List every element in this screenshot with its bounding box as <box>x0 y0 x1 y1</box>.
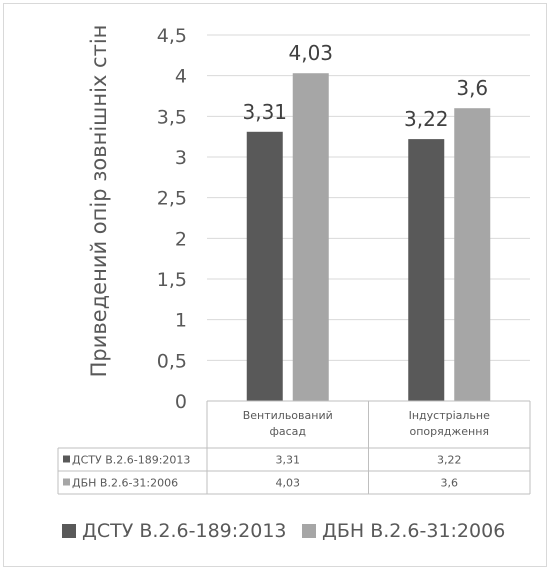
category-label: опорядження <box>409 425 489 438</box>
data-label: 3,31 <box>242 100 287 124</box>
legend-swatch <box>62 524 76 538</box>
y-tick-label: 0 <box>175 391 187 413</box>
table-legend-key <box>63 456 70 463</box>
table-legend-key <box>63 479 70 486</box>
bar <box>247 132 283 401</box>
bar <box>454 108 490 401</box>
data-label: 3,6 <box>456 76 488 100</box>
y-tick-label: 1,5 <box>157 269 187 291</box>
legend: ДСТУ В.2.6-189:2013 ДБН В.2.6-31:2006 <box>62 520 505 542</box>
category-label: фасад <box>269 425 306 438</box>
y-tick-label: 4 <box>175 66 187 88</box>
y-axis-label: Приведений опір зовнішніх стін <box>87 25 111 378</box>
y-tick-label: 1 <box>175 310 187 332</box>
y-tick-label: 3 <box>175 147 187 169</box>
y-tick-label: 2,5 <box>157 188 187 210</box>
y-tick-label: 2 <box>175 228 187 250</box>
table-cell: 4,03 <box>276 477 301 490</box>
category-label: Вентильований <box>243 409 333 422</box>
bar <box>293 73 329 401</box>
data-label: 4,03 <box>288 41 333 65</box>
table-row-label: ДБН В.2.6-31:2006 <box>72 477 178 490</box>
data-table: Вентильований фасад Індустріальне опоряджен… <box>58 401 530 494</box>
category-label: Індустріальне <box>409 409 490 422</box>
y-tick-label: 0,5 <box>157 350 187 372</box>
data-label: 3,22 <box>404 107 449 131</box>
table-row-label: ДСТУ В.2.6-189:2013 <box>72 454 190 467</box>
bar <box>408 139 444 401</box>
y-tick-labels: 0 0,5 1 1,5 2 2,5 3 3,5 4 4,5 <box>157 25 187 413</box>
table-cell: 3,31 <box>276 454 301 467</box>
data-labels: 3,31 4,03 3,22 3,6 <box>242 41 488 131</box>
y-tick-label: 3,5 <box>157 106 187 128</box>
legend-label: ДБН В.2.6-31:2006 <box>322 520 505 542</box>
legend-swatch <box>302 524 316 538</box>
legend-label: ДСТУ В.2.6-189:2013 <box>82 520 287 542</box>
table-cell: 3,22 <box>437 454 462 467</box>
table-cell: 3,6 <box>441 477 459 490</box>
y-tick-label: 4,5 <box>157 25 187 47</box>
